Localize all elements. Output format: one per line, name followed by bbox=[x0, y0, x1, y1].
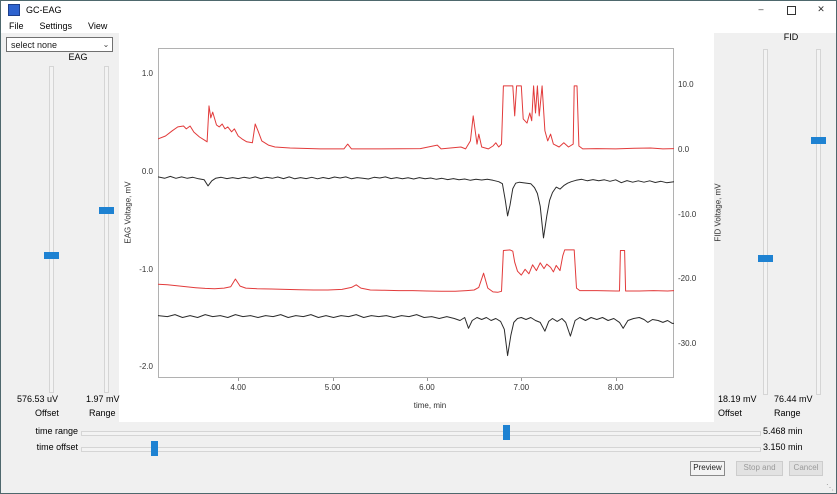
fid-range-slider-handle[interactable] bbox=[811, 137, 826, 144]
left-y-tick-label: 0.0 bbox=[141, 166, 153, 176]
x-tick-mark bbox=[238, 378, 240, 381]
menu-file[interactable]: File bbox=[9, 21, 24, 31]
left-y-tick-label: 1.0 bbox=[141, 69, 153, 79]
fid-offset-slider[interactable] bbox=[763, 49, 768, 395]
titlebar: GC-EAG – ✕ bbox=[1, 1, 836, 19]
left-y-tick-label: -2.0 bbox=[139, 362, 153, 372]
right-y-tick-label: 0.0 bbox=[678, 144, 690, 154]
close-icon: ✕ bbox=[817, 4, 825, 14]
fid-offset-value: 18.19 mV bbox=[718, 394, 757, 404]
maximize-button[interactable] bbox=[776, 1, 806, 19]
time-range-slider[interactable] bbox=[81, 431, 761, 436]
window-title: GC-EAG bbox=[26, 5, 62, 15]
fid-range-label: Range bbox=[774, 408, 801, 418]
fid-range-slider[interactable] bbox=[816, 49, 821, 395]
fid-range-value: 76.44 mV bbox=[774, 394, 813, 404]
eag-trace-top bbox=[158, 175, 674, 239]
time-offset-slider[interactable] bbox=[81, 447, 761, 452]
menubar: File Settings View bbox=[1, 19, 836, 33]
channel-select[interactable]: select none ⌄ bbox=[6, 37, 113, 52]
menu-settings[interactable]: Settings bbox=[39, 21, 73, 31]
right-y-tick-label: -30.0 bbox=[678, 339, 697, 349]
x-tick-mark bbox=[615, 378, 617, 381]
channel-select-value: select none bbox=[11, 39, 58, 50]
x-tick-label: 6.00 bbox=[419, 383, 435, 392]
right-y-tick-label: -10.0 bbox=[678, 209, 697, 219]
fid-trace-bottom bbox=[158, 249, 674, 293]
x-tick-label: 8.00 bbox=[607, 383, 624, 392]
eag-trace-bottom bbox=[158, 314, 674, 357]
resize-grip[interactable]: ⋱ bbox=[826, 483, 834, 492]
time-offset-value: 3.150 min bbox=[763, 442, 803, 452]
plot-canvas bbox=[158, 85, 674, 357]
time-offset-label: time offset bbox=[36, 442, 78, 452]
close-button[interactable]: ✕ bbox=[806, 1, 836, 19]
x-tick-label: 5.00 bbox=[324, 383, 341, 392]
time-range-slider-handle[interactable] bbox=[503, 425, 510, 440]
eag-range-label: Range bbox=[89, 408, 116, 418]
preview-button[interactable]: Preview bbox=[690, 461, 725, 476]
right-y-tick-label: -20.0 bbox=[678, 274, 697, 284]
x-tick-label: 4.00 bbox=[230, 383, 246, 392]
chevron-down-icon: ⌄ bbox=[102, 40, 110, 49]
x-tick-mark bbox=[426, 378, 428, 381]
minimize-icon: – bbox=[758, 4, 764, 14]
time-offset-slider-handle[interactable] bbox=[151, 441, 158, 456]
minimize-button[interactable]: – bbox=[746, 1, 776, 19]
right-y-axis-title: FID Voltage, mV bbox=[713, 183, 723, 242]
eag-range-value: 1.97 mV bbox=[86, 394, 120, 404]
eag-range-slider-handle[interactable] bbox=[99, 207, 114, 214]
cancel-button: Cancel bbox=[789, 461, 823, 476]
fid-section-label: FID bbox=[783, 32, 799, 42]
fid-trace-top bbox=[158, 85, 674, 150]
left-y-tick-label: -1.0 bbox=[139, 264, 153, 274]
eag-offset-slider[interactable] bbox=[49, 66, 54, 393]
eag-section-label: EAG bbox=[68, 52, 88, 62]
x-tick-mark bbox=[521, 378, 523, 381]
x-tick-label: 7.00 bbox=[513, 383, 530, 392]
eag-offset-value: 576.53 uV bbox=[17, 394, 59, 404]
x-axis-title: time, min bbox=[413, 401, 447, 410]
x-tick-mark bbox=[332, 378, 334, 381]
eag-offset-label: Offset bbox=[35, 408, 59, 418]
menu-view[interactable]: View bbox=[88, 21, 108, 31]
stop-and-save-button: Stop and save bbox=[736, 461, 783, 476]
window-controls: – ✕ bbox=[746, 1, 836, 19]
time-range-label: time range bbox=[35, 426, 78, 436]
eag-offset-slider-handle[interactable] bbox=[44, 252, 59, 259]
eag-range-slider[interactable] bbox=[104, 66, 109, 393]
maximize-icon bbox=[786, 6, 796, 15]
app-icon bbox=[8, 4, 20, 16]
fid-offset-slider-handle[interactable] bbox=[758, 255, 773, 262]
right-y-tick-label: 10.0 bbox=[678, 80, 694, 90]
fid-offset-label: Offset bbox=[718, 408, 742, 418]
time-range-value: 5.468 min bbox=[763, 426, 803, 436]
plot-area bbox=[158, 48, 674, 378]
left-y-axis-title: EAG Voltage, mV bbox=[123, 181, 133, 244]
